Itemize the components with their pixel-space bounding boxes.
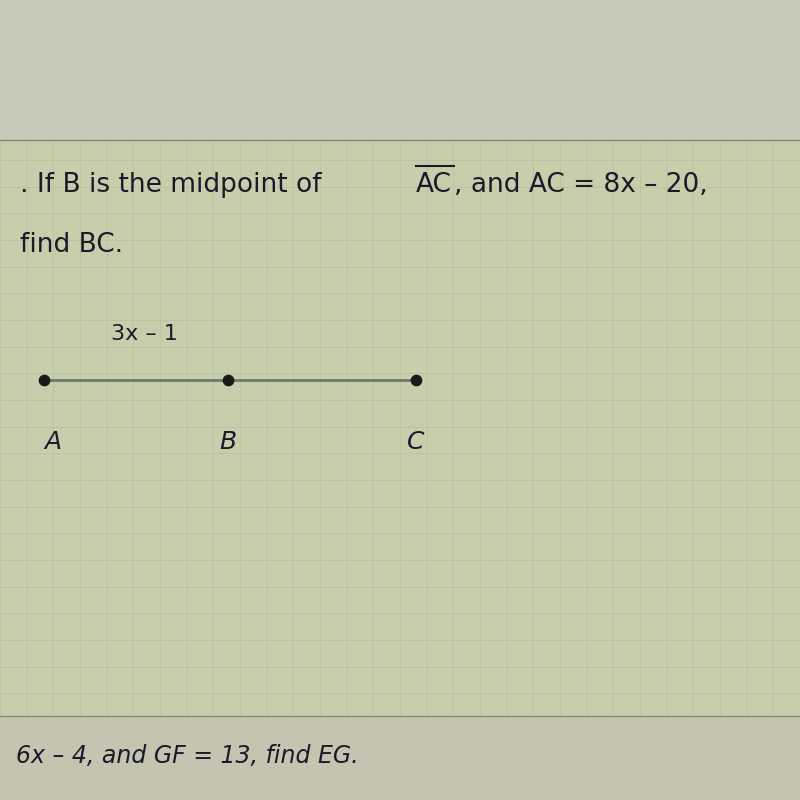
Text: A: A [44,430,61,454]
Bar [0,716,800,800]
Bar [0,0,800,140]
Text: 3x – 1: 3x – 1 [110,324,178,344]
Text: B: B [219,430,237,454]
Text: C: C [407,430,425,454]
Text: AC: AC [416,172,452,198]
Point [38,374,50,386]
Text: , and AC = 8x – 20,: , and AC = 8x – 20, [454,172,708,198]
Point [410,374,422,386]
Point [222,374,234,386]
Text: . If B is the midpoint of: . If B is the midpoint of [20,172,330,198]
Text: 6x – 4, and GF = 13, find EG.: 6x – 4, and GF = 13, find EG. [16,744,358,768]
Text: find BC.: find BC. [20,232,123,258]
